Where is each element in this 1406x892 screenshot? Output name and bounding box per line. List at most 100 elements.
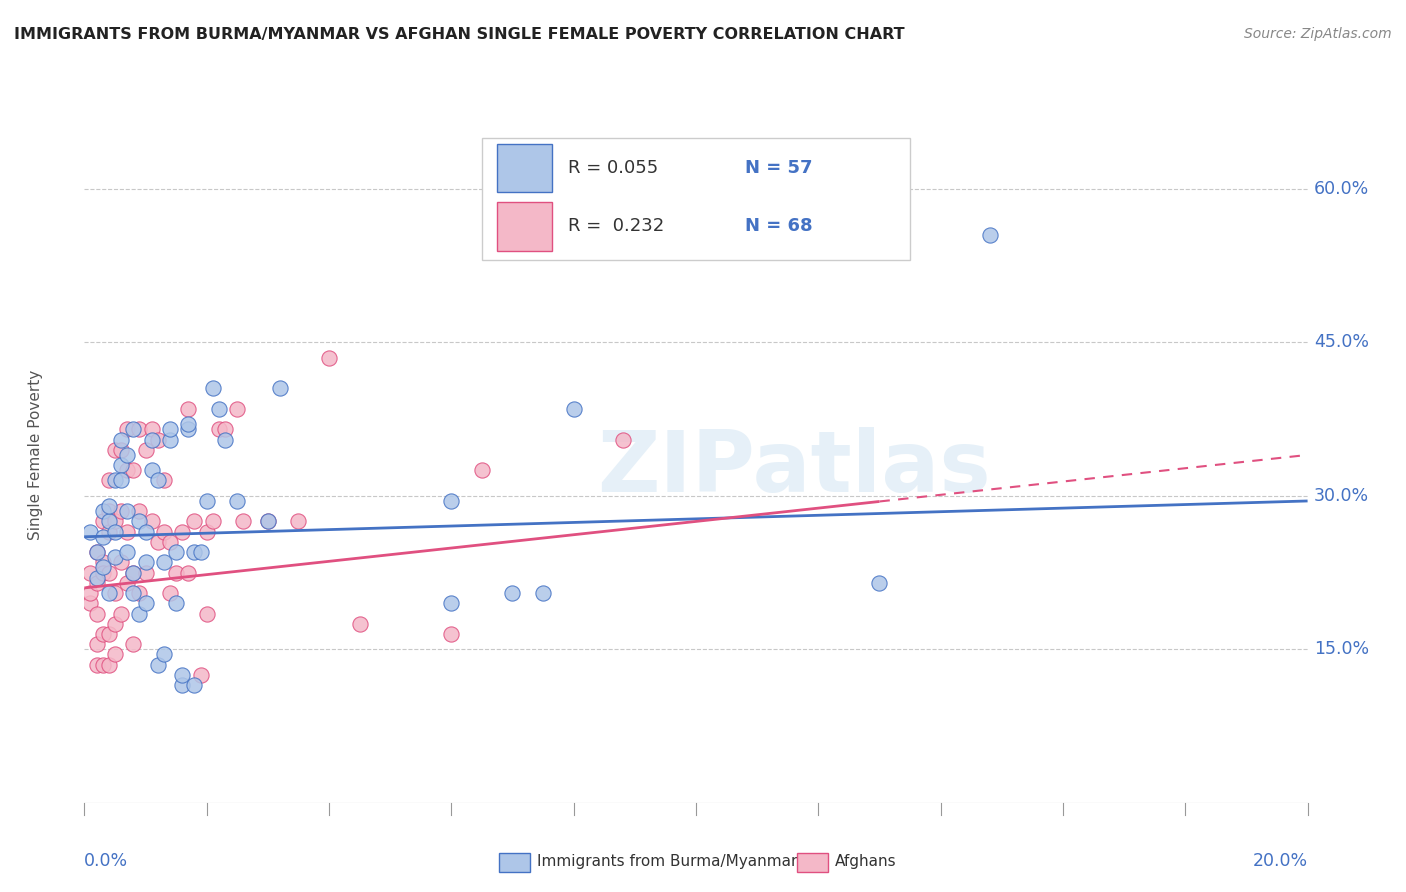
Point: [97, 504, 120, 518]
Point: [172, 678, 194, 692]
Point: [110, 442, 132, 457]
Point: [172, 524, 194, 539]
Text: 0.0%: 0.0%: [84, 852, 128, 870]
Point: [269, 381, 291, 395]
Point: [195, 607, 218, 621]
Point: [349, 616, 371, 631]
Point: [115, 463, 138, 477]
Point: [86, 637, 108, 651]
Point: [135, 566, 157, 580]
Point: [86, 545, 108, 559]
Point: [135, 555, 157, 569]
Point: [79, 524, 101, 539]
Point: [115, 575, 138, 590]
Point: [110, 504, 132, 518]
Point: [190, 545, 212, 559]
Point: [122, 637, 145, 651]
Point: [153, 648, 176, 662]
Point: [128, 586, 150, 600]
Point: [128, 504, 150, 518]
Point: [195, 524, 218, 539]
Point: [208, 401, 231, 416]
FancyBboxPatch shape: [496, 144, 551, 193]
Point: [318, 351, 340, 365]
Point: [440, 494, 463, 508]
Point: [159, 586, 181, 600]
Text: 30.0%: 30.0%: [1313, 487, 1369, 505]
Point: [122, 463, 145, 477]
Point: [91, 504, 114, 518]
Point: [153, 524, 176, 539]
Point: [115, 448, 138, 462]
Point: [159, 433, 181, 447]
Point: [208, 422, 231, 436]
Point: [172, 668, 194, 682]
Point: [177, 417, 200, 432]
Point: [86, 657, 108, 672]
Point: [159, 422, 181, 436]
Point: [165, 545, 187, 559]
Text: 60.0%: 60.0%: [1313, 180, 1369, 198]
Point: [226, 401, 249, 416]
Point: [91, 515, 114, 529]
Point: [122, 586, 145, 600]
Text: 15.0%: 15.0%: [1313, 640, 1369, 658]
Point: [531, 586, 554, 600]
Text: R = 0.055: R = 0.055: [568, 159, 658, 177]
Text: Single Female Poverty: Single Female Poverty: [28, 370, 44, 540]
Point: [201, 515, 224, 529]
Point: [177, 401, 200, 416]
Point: [128, 515, 150, 529]
Point: [440, 596, 463, 610]
Point: [232, 515, 254, 529]
Point: [97, 499, 120, 513]
Point: [201, 381, 224, 395]
Text: N = 57: N = 57: [745, 159, 813, 177]
Point: [97, 586, 120, 600]
Point: [165, 596, 187, 610]
Point: [165, 566, 187, 580]
Point: [287, 515, 309, 529]
Point: [110, 433, 132, 447]
Text: N = 68: N = 68: [745, 218, 813, 235]
Point: [128, 607, 150, 621]
Point: [104, 550, 127, 565]
Point: [135, 442, 157, 457]
Point: [110, 607, 132, 621]
Point: [79, 566, 101, 580]
Point: [141, 422, 163, 436]
Point: [177, 422, 200, 436]
Text: IMMIGRANTS FROM BURMA/MYANMAR VS AFGHAN SINGLE FEMALE POVERTY CORRELATION CHART: IMMIGRANTS FROM BURMA/MYANMAR VS AFGHAN …: [14, 27, 904, 42]
Point: [135, 596, 157, 610]
Point: [91, 566, 114, 580]
Point: [122, 422, 145, 436]
Point: [257, 515, 280, 529]
Point: [97, 566, 120, 580]
Point: [104, 648, 127, 662]
Point: [141, 433, 163, 447]
Point: [141, 515, 163, 529]
Point: [183, 545, 205, 559]
Point: [86, 607, 108, 621]
Point: [104, 586, 127, 600]
Point: [104, 442, 127, 457]
Point: [104, 524, 127, 539]
Point: [97, 474, 120, 488]
Point: [612, 433, 634, 447]
Point: [115, 422, 138, 436]
Point: [79, 596, 101, 610]
Point: [153, 555, 176, 569]
Point: [562, 401, 585, 416]
Point: [146, 433, 169, 447]
Text: Immigrants from Burma/Myanmar: Immigrants from Burma/Myanmar: [537, 855, 797, 869]
Point: [91, 555, 114, 569]
Point: [214, 433, 236, 447]
Point: [128, 422, 150, 436]
Text: R =  0.232: R = 0.232: [568, 218, 664, 235]
Point: [86, 575, 108, 590]
Point: [110, 474, 132, 488]
Point: [257, 515, 280, 529]
Point: [86, 545, 108, 559]
Text: ZIPatlas: ZIPatlas: [598, 427, 991, 510]
Point: [79, 586, 101, 600]
